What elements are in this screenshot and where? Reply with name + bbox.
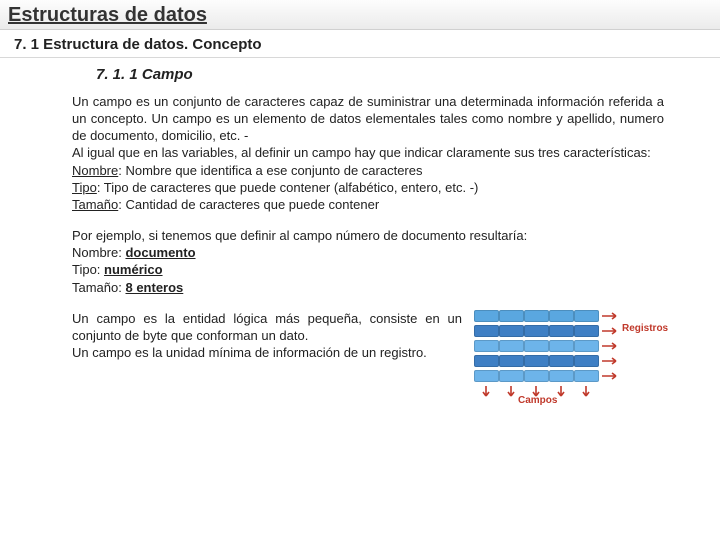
- registros-campos-diagram: Registros Campos: [474, 304, 664, 414]
- closing-text-1: Un campo es la entidad lógica más pequeñ…: [72, 311, 462, 343]
- matrix-row: [474, 340, 600, 352]
- matrix-cell: [524, 310, 549, 322]
- subsection-title: 7. 1. 1 Campo: [0, 58, 720, 93]
- registros-arrows: [600, 310, 622, 388]
- matrix-row: [474, 325, 600, 337]
- example-tamano-label: Tamaño:: [72, 280, 125, 295]
- def-nombre-label: Nombre: [72, 163, 118, 178]
- registros-label: Registros: [622, 322, 668, 335]
- matrix-cell: [474, 340, 499, 352]
- example-nombre: Nombre: documento: [72, 245, 196, 260]
- matrix-cell: [524, 355, 549, 367]
- intro-text-1: Un campo es un conjunto de caracteres ca…: [72, 94, 664, 143]
- example-tipo-value: numérico: [104, 262, 163, 277]
- matrix-cell: [474, 310, 499, 322]
- matrix-cell: [524, 325, 549, 337]
- def-tipo-text: : Tipo de caracteres que puede contener …: [97, 180, 479, 195]
- intro-paragraph: Un campo es un conjunto de caracteres ca…: [72, 93, 664, 213]
- matrix-cell: [549, 325, 574, 337]
- diagram-matrix: [474, 310, 600, 385]
- matrix-cell: [574, 325, 599, 337]
- example-tipo-label: Tipo:: [72, 262, 104, 277]
- matrix-row: [474, 355, 600, 367]
- matrix-row: [474, 370, 600, 382]
- matrix-cell: [524, 370, 549, 382]
- intro-text-2: Al igual que en las variables, al defini…: [72, 145, 651, 160]
- matrix-cell: [474, 325, 499, 337]
- matrix-cell: [499, 340, 524, 352]
- content-body: Un campo es un conjunto de caracteres ca…: [0, 93, 720, 361]
- matrix-cell: [499, 355, 524, 367]
- example-nombre-value: documento: [125, 245, 195, 260]
- matrix-cell: [499, 325, 524, 337]
- def-tipo: Tipo: Tipo de caracteres que puede conte…: [72, 180, 478, 195]
- matrix-cell: [549, 355, 574, 367]
- def-nombre: Nombre: Nombre que identifica a ese conj…: [72, 163, 422, 178]
- def-tipo-label: Tipo: [72, 180, 97, 195]
- matrix-row: [474, 310, 600, 322]
- example-nombre-label: Nombre:: [72, 245, 125, 260]
- matrix-cell: [574, 310, 599, 322]
- campos-arrows: [474, 386, 600, 404]
- def-tamano-text: : Cantidad de caracteres que puede conte…: [118, 197, 379, 212]
- matrix-cell: [574, 370, 599, 382]
- example-tipo: Tipo: numérico: [72, 262, 163, 277]
- example-intro: Por ejemplo, si tenemos que definir al c…: [72, 228, 527, 243]
- matrix-cell: [574, 340, 599, 352]
- example-tamano-value: 8 enteros: [125, 280, 183, 295]
- page-title: Estructuras de datos: [0, 0, 720, 30]
- matrix-cell: [474, 370, 499, 382]
- matrix-cell: [499, 310, 524, 322]
- matrix-cell: [499, 370, 524, 382]
- matrix-cell: [574, 355, 599, 367]
- def-tamano-label: Tamaño: [72, 197, 118, 212]
- matrix-cell: [549, 340, 574, 352]
- section-title: 7. 1 Estructura de datos. Concepto: [0, 30, 720, 58]
- example-tamano: Tamaño: 8 enteros: [72, 280, 183, 295]
- matrix-cell: [549, 370, 574, 382]
- matrix-cell: [474, 355, 499, 367]
- matrix-cell: [524, 340, 549, 352]
- def-nombre-text: : Nombre que identifica a ese conjunto d…: [118, 163, 422, 178]
- example-paragraph: Por ejemplo, si tenemos que definir al c…: [72, 227, 664, 296]
- def-tamano: Tamaño: Cantidad de caracteres que puede…: [72, 197, 379, 212]
- matrix-cell: [549, 310, 574, 322]
- closing-text-2: Un campo es la unidad mínima de informac…: [72, 345, 427, 360]
